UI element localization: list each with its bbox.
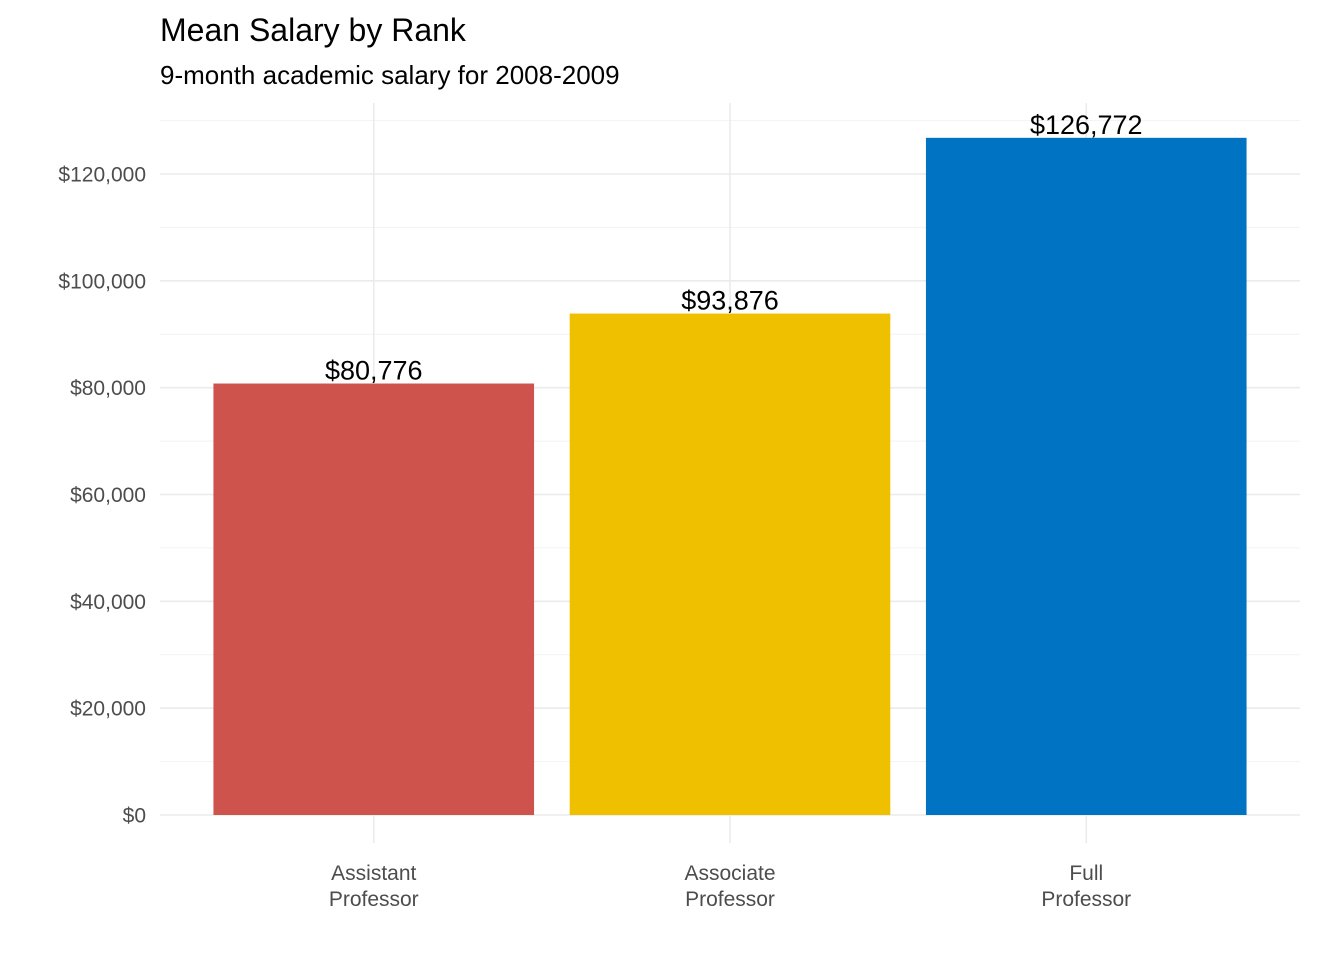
chart-title: Mean Salary by Rank: [160, 12, 467, 48]
bar: [925, 137, 1247, 815]
bar: [213, 383, 535, 815]
y-tick-label: $100,000: [58, 270, 146, 293]
bar: [569, 313, 891, 815]
chart-subtitle: 9-month academic salary for 2008-2009: [160, 60, 620, 90]
y-tick-label: $40,000: [70, 591, 146, 614]
x-tick-label: Associate Professor: [684, 862, 775, 911]
bar-value-label: $80,776: [325, 356, 423, 386]
x-axis: Assistant Professor Associate Professor Full…: [329, 862, 1131, 911]
bar-value-label: $126,772: [1030, 110, 1143, 140]
y-tick-label: $0: [123, 805, 146, 828]
bars: [213, 137, 1247, 815]
y-tick-label: $20,000: [70, 698, 146, 721]
y-axis: $0 $20,000 $40,000 $60,000 $80,000 $100,000 $1…: [58, 164, 146, 828]
x-tick-label: Assistant Professor: [329, 862, 419, 911]
x-tick-label: Full Professor: [1041, 862, 1131, 911]
y-tick-label: $120,000: [58, 164, 146, 187]
y-tick-label: $80,000: [70, 377, 146, 400]
bar-value-label: $93,876: [681, 286, 779, 316]
y-tick-label: $60,000: [70, 484, 146, 507]
data-labels: $80,776 $93,876 $126,772: [325, 110, 1143, 386]
